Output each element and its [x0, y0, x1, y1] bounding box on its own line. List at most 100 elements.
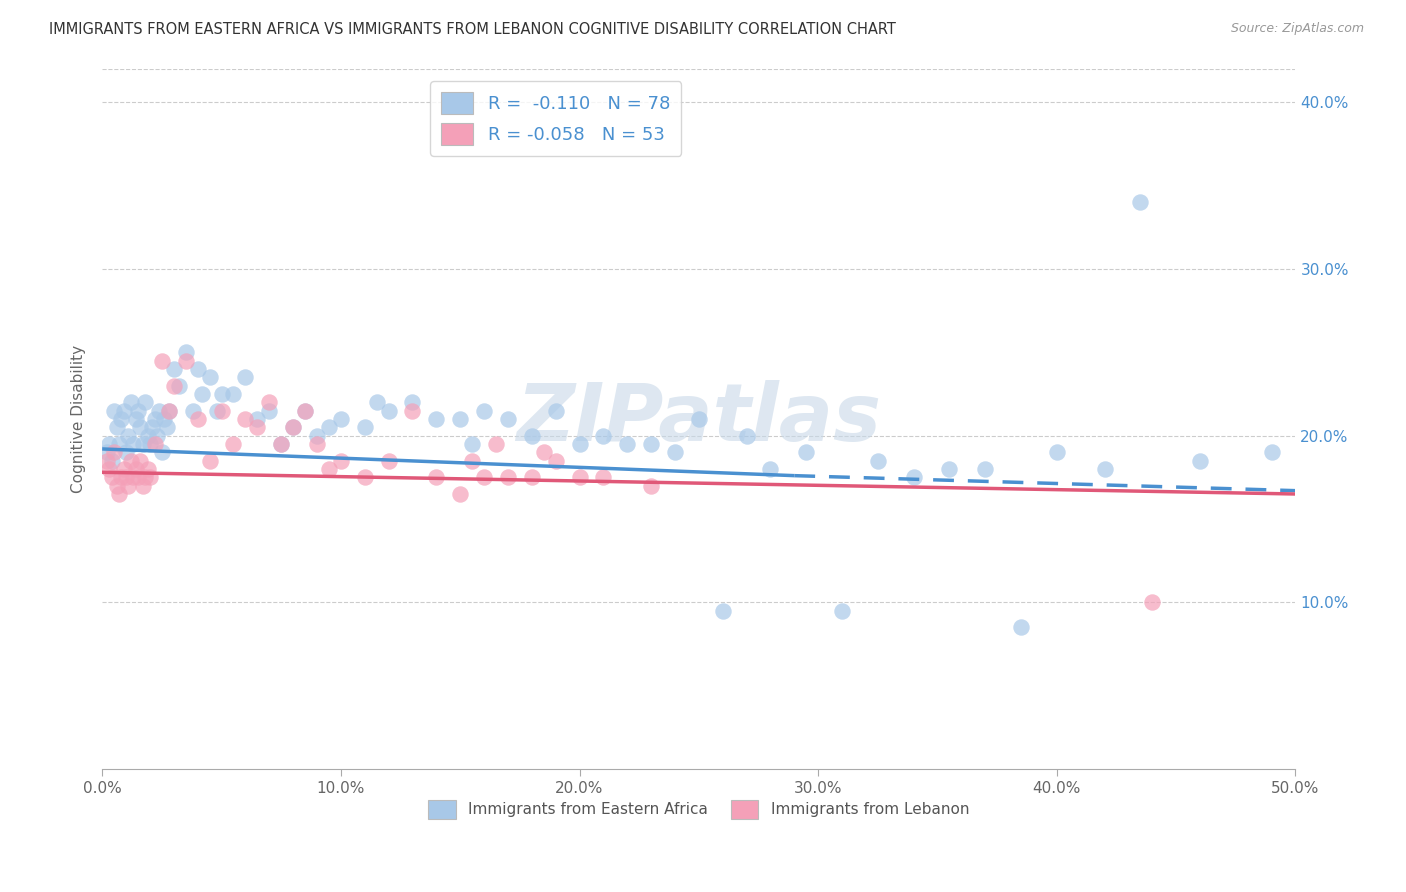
Point [122, 470, 145, 484]
Point [688, 412, 710, 426]
Point [110, 412, 132, 426]
Point [353, 470, 375, 484]
Point [1094, 462, 1116, 476]
Point [903, 470, 925, 484]
Point [235, 370, 257, 384]
Point [305, 437, 328, 451]
Point [136, 462, 159, 476]
Point [305, 428, 328, 442]
Point [141, 420, 163, 434]
Point [115, 470, 138, 484]
Point [110, 470, 132, 484]
Point [938, 462, 960, 476]
Point [112, 403, 135, 417]
Point [640, 437, 662, 451]
Point [167, 378, 190, 392]
Point [496, 412, 519, 426]
Point [318, 420, 340, 434]
Point [246, 412, 269, 426]
Point [640, 478, 662, 492]
Point [866, 453, 889, 467]
Point [520, 428, 543, 442]
Point [1188, 453, 1211, 467]
Point [174, 353, 197, 368]
Point [592, 428, 614, 442]
Point [157, 403, 180, 417]
Point [759, 462, 782, 476]
Point [592, 470, 614, 484]
Point [132, 478, 155, 492]
Point [568, 470, 591, 484]
Point [318, 462, 340, 476]
Point [294, 403, 316, 417]
Point [129, 420, 152, 434]
Point [377, 403, 399, 417]
Point [103, 403, 125, 417]
Point [425, 470, 447, 484]
Point [100, 470, 122, 484]
Text: IMMIGRANTS FROM EASTERN AFRICA VS IMMIGRANTS FROM LEBANON COGNITIVE DISABILITY C: IMMIGRANTS FROM EASTERN AFRICA VS IMMIGR… [49, 22, 896, 37]
Point [134, 395, 156, 409]
Point [98, 437, 121, 451]
Y-axis label: Cognitive Disability: Cognitive Disability [72, 345, 86, 493]
Point [191, 387, 214, 401]
Point [139, 437, 162, 451]
Point [533, 445, 555, 459]
Point [139, 470, 162, 484]
Point [259, 403, 281, 417]
Point [449, 487, 471, 501]
Point [222, 387, 245, 401]
Point [496, 470, 519, 484]
Point [1129, 194, 1152, 209]
Point [449, 412, 471, 426]
Point [108, 487, 131, 501]
Point [143, 412, 166, 426]
Point [461, 453, 484, 467]
Point [472, 403, 495, 417]
Point [117, 428, 139, 442]
Point [235, 412, 257, 426]
Point [181, 403, 204, 417]
Point [96, 453, 118, 467]
Point [205, 403, 228, 417]
Point [105, 420, 128, 434]
Point [108, 437, 131, 451]
Point [401, 403, 423, 417]
Point [124, 462, 146, 476]
Point [148, 403, 170, 417]
Point [100, 453, 122, 467]
Point [259, 395, 281, 409]
Point [222, 437, 245, 451]
Point [120, 453, 142, 467]
Point [544, 403, 567, 417]
Point [124, 412, 146, 426]
Point [150, 445, 173, 459]
Point [187, 362, 209, 376]
Point [281, 420, 304, 434]
Point [198, 370, 221, 384]
Point [520, 470, 543, 484]
Point [568, 437, 591, 451]
Point [1260, 445, 1282, 459]
Point [735, 428, 758, 442]
Point [134, 470, 156, 484]
Point [103, 445, 125, 459]
Point [831, 604, 853, 618]
Point [246, 420, 269, 434]
Point [664, 445, 686, 459]
Point [198, 453, 221, 467]
Point [270, 437, 292, 451]
Point [174, 345, 197, 359]
Point [616, 437, 638, 451]
Point [794, 445, 817, 459]
Point [329, 412, 352, 426]
Point [270, 437, 292, 451]
Point [1010, 620, 1032, 634]
Point [211, 403, 233, 417]
Point [143, 437, 166, 451]
Point [294, 403, 316, 417]
Point [974, 462, 997, 476]
Point [401, 395, 423, 409]
Point [157, 403, 180, 417]
Point [353, 420, 375, 434]
